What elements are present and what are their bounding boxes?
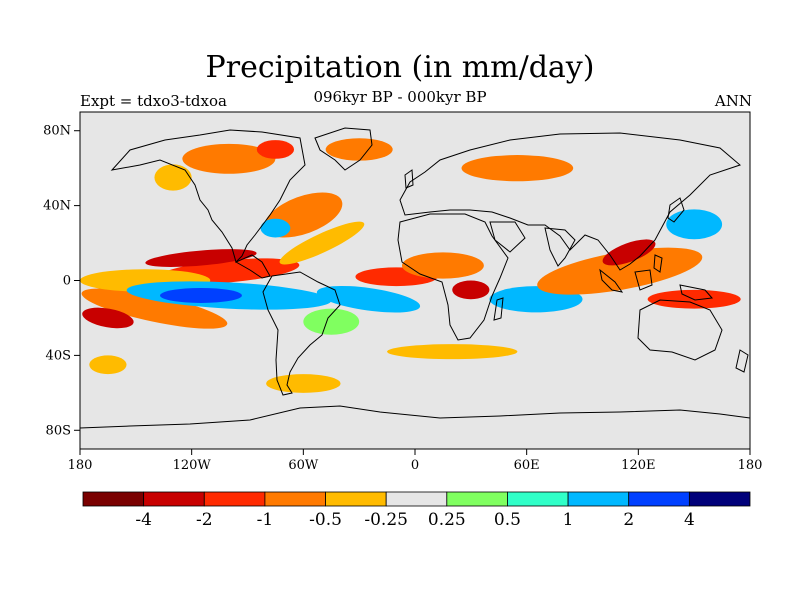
lon-tick-label: 60E [514, 458, 540, 473]
coastline-britain [404, 169, 414, 189]
field-region-6 [160, 287, 242, 303]
lon-tick-label: 0 [411, 458, 419, 473]
lon-tick-label: 180 [738, 458, 763, 473]
coastline-eurasia [399, 132, 741, 271]
map-subtitle: 096kyr BP - 000kyr BP [313, 88, 487, 106]
field-region-14 [316, 285, 421, 313]
field-region-24 [666, 209, 723, 240]
coastline-japan [667, 197, 685, 223]
experiment-label: Expt = tdxo3-tdxoa [80, 92, 227, 110]
colorbar-label: -0.5 [309, 510, 342, 530]
lat-tick-label: 40S [46, 348, 71, 363]
colorbar-label: 2 [623, 510, 634, 530]
colorbar-label: -2 [196, 510, 213, 530]
field-region-12 [256, 140, 295, 159]
colorbar-swatch [688, 491, 751, 507]
coastline-new-zealand [735, 349, 749, 373]
coastline-africa [397, 213, 509, 341]
colorbar-label: 4 [684, 510, 695, 530]
colorbar-swatch [264, 491, 326, 507]
field-region-18 [452, 280, 490, 300]
colorbar-label: -0.25 [364, 510, 408, 530]
coastline-sumatra [599, 268, 624, 293]
field-region-8 [260, 218, 291, 238]
coastline-borneo [634, 269, 653, 291]
field-region-4 [145, 249, 257, 267]
field-region-21 [537, 247, 703, 295]
lon-tick-label: 60W [288, 458, 319, 473]
field-region-10 [182, 143, 276, 174]
colorbar-label: 0.25 [428, 510, 466, 530]
field-region-26 [387, 344, 518, 360]
map-title: Precipitation (in mm/day) [205, 50, 595, 85]
coastlines [80, 127, 750, 429]
colorbar-swatch [385, 491, 448, 507]
field-region-27 [89, 355, 127, 375]
colorbar-swatch [82, 491, 145, 507]
lat-tick-label: 0 [63, 274, 71, 289]
coastline-central-america [234, 254, 271, 279]
colorbar-swatch [567, 491, 630, 507]
coastline-australia [637, 299, 723, 361]
colorbar-label: -1 [257, 510, 274, 530]
coastline-north-america [110, 129, 306, 263]
coastline-india [544, 227, 576, 267]
lat-tick-label: 40N [43, 199, 71, 214]
lat-tick-label: 80N [43, 124, 71, 139]
field-region-20 [461, 155, 574, 182]
field-region-9 [279, 221, 365, 265]
coastline-philippines [653, 254, 663, 273]
field-region-13 [325, 138, 393, 161]
coastline-new-guinea [679, 284, 714, 301]
coastline-greenland [314, 127, 373, 171]
lon-tick-label: 180 [68, 458, 93, 473]
field-region-25 [266, 374, 341, 393]
field-region-22 [602, 239, 656, 266]
colorbar-swatch [628, 491, 690, 507]
coastline-south-america [262, 271, 341, 396]
colorbar-label: -4 [135, 510, 152, 530]
field-region-11 [154, 164, 192, 191]
lat-tick-label: 80S [46, 423, 71, 438]
season-label: ANN [714, 92, 752, 110]
map-axes: 80N 40N 0 40S 80S 180 120W 60W 0 60E 120E 180 [43, 124, 762, 473]
lon-tick-label: 120W [173, 458, 212, 473]
colorbar-swatch [446, 491, 508, 507]
field-region-1 [81, 288, 228, 329]
coastline-madagascar [493, 297, 504, 321]
coastline-antarctica [80, 405, 750, 429]
colorbar: -4 -2 -1 -0.5 -0.25 0.25 0.5 1 2 4 [82, 491, 751, 530]
coastline-arabia [489, 221, 526, 253]
colorbar-label: 1 [563, 510, 574, 530]
colorbar-label: 0.5 [494, 510, 521, 530]
colorbar-swatch [507, 491, 569, 507]
colorbar-swatch [203, 491, 266, 507]
lon-tick-label: 120E [621, 458, 655, 473]
colorbar-swatch [325, 491, 387, 507]
field-region-17 [401, 252, 484, 279]
colorbar-swatch [143, 491, 205, 507]
field-region-2 [82, 307, 134, 329]
field-region-16 [303, 308, 360, 335]
